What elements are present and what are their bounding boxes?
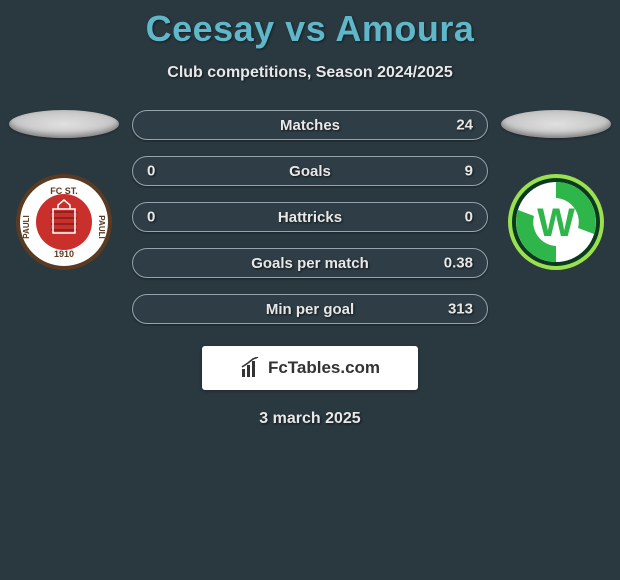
right-player-photo-placeholder <box>501 110 611 138</box>
crest-letter: W <box>537 201 575 245</box>
svg-text:PAULI: PAULI <box>22 215 31 238</box>
crest-text-bot: 1910 <box>54 249 74 259</box>
stat-row-hattricks: 0 Hattricks 0 <box>132 202 488 232</box>
comparison-date: 3 march 2025 <box>0 410 620 428</box>
branding-badge: FcTables.com <box>202 346 418 390</box>
stat-row-min-per-goal: Min per goal 313 <box>132 294 488 324</box>
left-player-side: FC ST. 1910 PAULI PAULI <box>4 110 124 277</box>
svg-text:PAULI: PAULI <box>97 215 106 238</box>
left-team-crest: FC ST. 1910 PAULI PAULI <box>14 172 114 277</box>
stat-right-value: 9 <box>465 163 473 180</box>
stats-column: Matches 24 0 Goals 9 0 Hattricks 0 Goals… <box>124 110 496 324</box>
stat-left-value: 0 <box>147 163 155 180</box>
branding-text: FcTables.com <box>268 358 380 378</box>
stat-row-matches: Matches 24 <box>132 110 488 140</box>
stat-right-value: 313 <box>448 301 473 318</box>
stat-label: Hattricks <box>278 209 342 226</box>
stat-row-goals: 0 Goals 9 <box>132 156 488 186</box>
stat-right-value: 0 <box>465 209 473 226</box>
st-pauli-crest-icon: FC ST. 1910 PAULI PAULI <box>14 172 114 272</box>
stat-right-value: 0.38 <box>444 255 473 272</box>
left-player-photo-placeholder <box>9 110 119 138</box>
wolfsburg-crest-icon: W <box>506 172 606 272</box>
stat-label: Goals per match <box>251 255 369 272</box>
chart-icon <box>240 357 262 379</box>
comparison-title: Ceesay vs Amoura <box>0 0 620 50</box>
stat-label: Goals <box>289 163 331 180</box>
stat-right-value: 24 <box>456 117 473 134</box>
stat-left-value: 0 <box>147 209 155 226</box>
crest-text-top: FC ST. <box>50 186 78 196</box>
stat-row-goals-per-match: Goals per match 0.38 <box>132 248 488 278</box>
comparison-subtitle: Club competitions, Season 2024/2025 <box>0 64 620 82</box>
right-player-side: W <box>496 110 616 277</box>
stat-label: Matches <box>280 117 340 134</box>
right-team-crest: W <box>506 172 606 277</box>
comparison-panel: FC ST. 1910 PAULI PAULI Matches 24 0 Goa… <box>0 110 620 324</box>
stat-label: Min per goal <box>266 301 354 318</box>
